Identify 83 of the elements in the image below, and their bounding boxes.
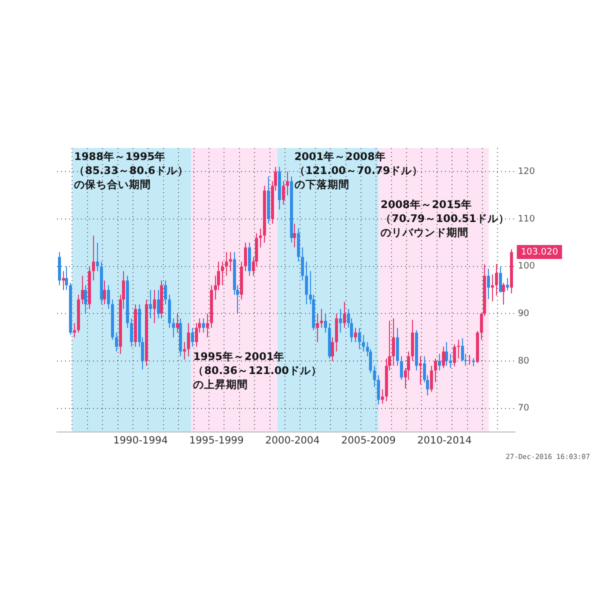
candlestick [153, 290, 156, 324]
band-label: 2008年～2015年（70.79～100.51ドル）のリバウンド期間 [380, 198, 510, 239]
band-label: 1995年～2001年（80.36～121.00ドル）の上昇期間 [193, 350, 322, 391]
candlestick [457, 339, 460, 360]
candlestick [164, 280, 167, 305]
candlestick [92, 235, 95, 282]
candlestick [468, 354, 471, 366]
y-tick-label: 100 [518, 262, 536, 272]
candlestick [62, 270, 65, 290]
y-tick-label: 110 [518, 214, 536, 224]
candlestick [297, 228, 300, 262]
candlestick [381, 388, 384, 404]
candlestick [176, 313, 179, 334]
y-tick-label: 90 [518, 309, 530, 320]
candlestick [434, 358, 437, 383]
candlestick [373, 365, 376, 388]
candlestick [103, 280, 106, 305]
candlestick [305, 261, 308, 305]
candlestick [438, 353, 441, 371]
candlestick [396, 327, 399, 366]
candlestick [84, 284, 87, 314]
band-label: 2001年～2008年（121.00～70.79ドル）の下落期間 [294, 150, 424, 191]
candlestick [331, 336, 334, 362]
y-tick-label: 120 [518, 167, 536, 178]
candlestick [244, 242, 247, 272]
candlestick [502, 282, 505, 306]
x-tick-label: 2010-2014 [417, 436, 472, 447]
candlestick [225, 252, 228, 276]
candlestick [191, 327, 194, 348]
candlestick [107, 284, 110, 310]
band-label: 1988年～1995年（85.33～80.6ドル）の保ち合い期間 [74, 150, 188, 191]
candlestick [206, 313, 209, 338]
candlestick [183, 342, 186, 360]
y-tick-label: 80 [518, 356, 530, 366]
candlestick [377, 374, 380, 406]
candlestick [282, 180, 285, 206]
candlestick [149, 290, 152, 319]
candlestick [248, 242, 251, 276]
x-tick-label: 1995-1999 [189, 436, 244, 447]
x-tick-label: 2005-2009 [341, 436, 396, 447]
text: 103.020 [520, 247, 558, 258]
candlestick [335, 313, 338, 352]
candlestick [229, 252, 232, 272]
candlestick [445, 342, 448, 366]
x-tick-label: 2000-2004 [265, 436, 320, 447]
candlestick [343, 301, 346, 328]
candlestick [286, 171, 289, 196]
x-tick-label: 1990-1994 [113, 436, 168, 447]
candlestick [358, 327, 361, 350]
candlestick [301, 246, 304, 282]
candlestick [81, 275, 84, 305]
candlestick [96, 242, 99, 272]
candlestick [461, 338, 464, 362]
candlestick [400, 356, 403, 380]
candlestick [157, 290, 160, 319]
candlestick [392, 318, 395, 366]
candlestick [202, 318, 205, 334]
candlestick [221, 261, 224, 286]
candlestick [316, 313, 319, 343]
candlestick [195, 322, 198, 348]
candlestick [499, 266, 502, 293]
candlestick [411, 319, 414, 362]
candlestick [487, 268, 490, 300]
candlestick [172, 318, 175, 338]
candlestick [449, 353, 452, 369]
candlestick [442, 346, 445, 369]
candlestick [73, 322, 76, 338]
candlestick [362, 334, 365, 352]
y-tick-label: 70 [518, 404, 530, 414]
candlestick [187, 322, 190, 357]
candlestick [259, 228, 262, 248]
candlestick [495, 263, 498, 296]
candlestick [453, 344, 456, 367]
candlestick [339, 308, 342, 334]
candlestick [58, 252, 61, 286]
candlestick [130, 318, 133, 348]
candlestick [354, 327, 357, 343]
candlestick [324, 313, 327, 334]
candlestick [168, 294, 171, 328]
candlestick [430, 365, 433, 392]
candlestick [293, 223, 296, 248]
candlestick [115, 332, 118, 352]
candlestick [65, 266, 68, 290]
